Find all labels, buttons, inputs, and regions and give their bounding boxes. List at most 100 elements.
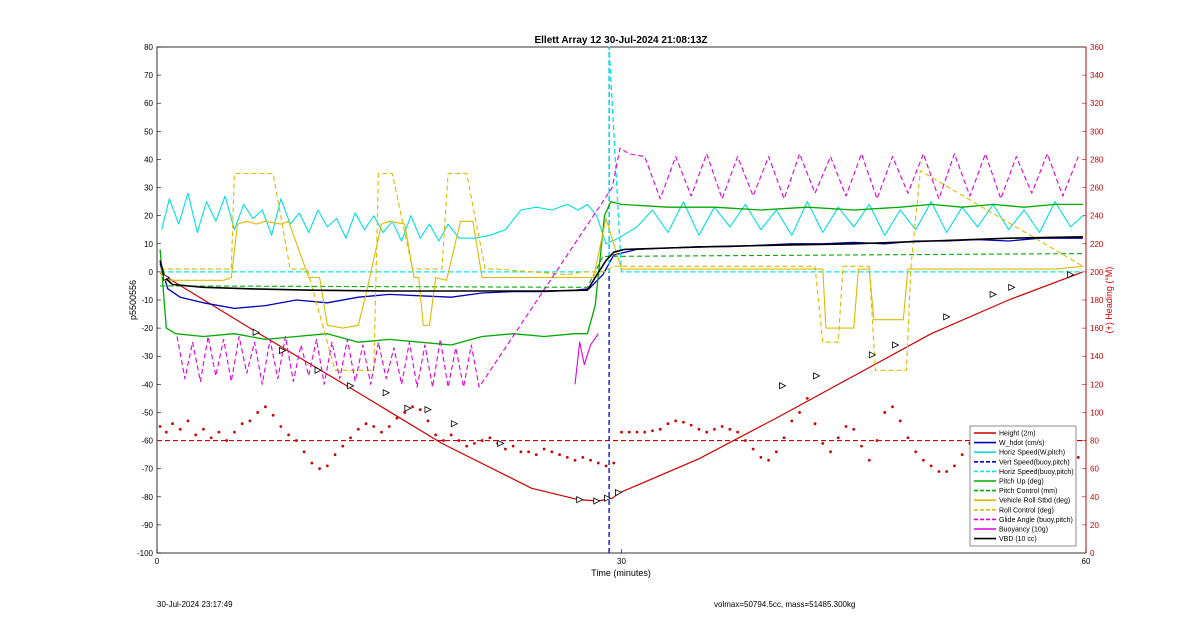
- heading-point: [813, 422, 817, 426]
- y-tick-label: 80: [144, 43, 153, 52]
- heading-point: [836, 436, 840, 440]
- height-marker: [615, 488, 623, 497]
- heading-point: [372, 425, 376, 428]
- heading-point: [805, 396, 809, 400]
- height-marker: [162, 273, 171, 282]
- heading-point: [411, 405, 414, 409]
- heading-point: [341, 444, 345, 448]
- heading-point: [666, 422, 670, 426]
- y-tick-label: -10: [141, 296, 153, 305]
- heading-point: [395, 416, 399, 420]
- legend-label: Glide Angle (buoy,pitch): [999, 517, 1073, 524]
- heading-point: [519, 450, 523, 454]
- heading-point: [356, 427, 360, 431]
- heading-point: [542, 447, 546, 451]
- height-marker: [892, 341, 900, 349]
- heading-point: [689, 423, 693, 427]
- y2-tick-label: 140: [1090, 352, 1104, 361]
- heading-point: [287, 433, 291, 437]
- heading-point: [387, 425, 391, 428]
- height-marker: [347, 382, 355, 390]
- y-tick-label: -30: [141, 352, 153, 361]
- heading-point: [720, 425, 724, 428]
- heading-point: [658, 427, 662, 431]
- y-axis-left: -100-90-80-70-60-50-40-30-20-10010203040…: [137, 43, 161, 558]
- heading-point: [186, 419, 190, 423]
- heading-point: [364, 422, 368, 426]
- heading-point: [550, 450, 554, 454]
- y2-tick-label: 80: [1090, 437, 1099, 446]
- heading-point: [960, 453, 964, 457]
- y2-tick-label: 200: [1090, 268, 1104, 277]
- y2-tick-label: 0: [1090, 549, 1095, 558]
- height-marker: [943, 313, 951, 321]
- height-marker: [279, 346, 287, 355]
- x-tick-label: 30: [617, 557, 626, 566]
- heading-point: [589, 458, 592, 462]
- heading-point: [465, 444, 469, 448]
- series-layer: [158, 46, 1084, 553]
- legend-box: [969, 425, 1077, 547]
- heading-point: [302, 450, 306, 454]
- heading-point: [565, 456, 569, 459]
- y-tick-label: 70: [144, 71, 153, 80]
- x-tick-label: 0: [155, 557, 160, 566]
- heading-point: [682, 420, 685, 424]
- heading-point: [209, 436, 213, 440]
- heading-point: [318, 467, 321, 471]
- legend-label: Vert Speed(buoy,pitch): [999, 459, 1070, 466]
- heading-point: [906, 436, 910, 440]
- heading-point: [612, 461, 616, 465]
- heading-point: [488, 436, 492, 440]
- y-axis-right: 0 20 40 60 80 100 120 140 160 180 200 220 240 260 280 3…: [1082, 43, 1104, 558]
- heading-point: [937, 470, 941, 473]
- height-markers: [162, 271, 1075, 505]
- legend: Height (2m) W_hdot (cm/s) Horiz Speed(W,pi…: [969, 425, 1077, 547]
- heading-point: [1076, 456, 1080, 459]
- heading-point: [178, 427, 182, 431]
- heading-point: [527, 450, 530, 454]
- heading-point: [790, 419, 794, 423]
- heading-point: [596, 461, 600, 465]
- height-marker: [868, 351, 877, 359]
- heading-point: [171, 422, 174, 426]
- legend-label: W_hdot (cm/s): [999, 440, 1045, 447]
- y-tick-label: 0: [149, 268, 154, 277]
- heading-point: [774, 450, 778, 454]
- heading-point: [333, 453, 337, 457]
- heading-point: [875, 439, 879, 442]
- heading-point: [743, 439, 747, 442]
- height-marker: [404, 404, 412, 412]
- y-tick-label: 60: [144, 99, 153, 108]
- heading-point: [821, 441, 825, 445]
- chart-title: Ellett Array 12 30-Jul-2024 21:08:13Z: [534, 35, 707, 46]
- heading-point: [434, 433, 438, 437]
- heading-point: [457, 439, 461, 442]
- heading-point: [158, 425, 162, 428]
- heading-point: [449, 433, 453, 437]
- heading-point: [511, 444, 515, 448]
- heading-point: [945, 470, 949, 473]
- y2-tick-label: 40: [1090, 493, 1099, 502]
- footer-timestamp: 30-Jul-2024 23:17:49: [157, 600, 233, 609]
- x-axis-title: Time (minutes): [591, 568, 651, 578]
- x-tick-label: 60: [1082, 557, 1091, 566]
- series-vehicle-roll-stbd-deg: [159, 217, 1083, 329]
- y-tick-label: -70: [141, 465, 153, 474]
- heading-point: [349, 436, 352, 440]
- heading-point: [883, 411, 887, 414]
- heading-point: [929, 464, 933, 468]
- legend-label: Buoyancy (10g): [999, 527, 1048, 534]
- heading-point: [782, 436, 786, 440]
- heading-point: [751, 447, 755, 451]
- legend-label: Pitch Up (deg): [999, 479, 1044, 486]
- heading-point: [418, 408, 422, 412]
- series-vbd-10-cc: [159, 236, 1083, 292]
- series-roll-control-deg: [160, 170, 1084, 371]
- heading-point: [604, 464, 608, 468]
- series-horiz-speed-w-pitch: [161, 192, 1084, 245]
- y2-tick-label: 280: [1090, 155, 1104, 164]
- legend-label: Roll Control (deg): [999, 507, 1054, 514]
- height-marker: [1008, 283, 1016, 291]
